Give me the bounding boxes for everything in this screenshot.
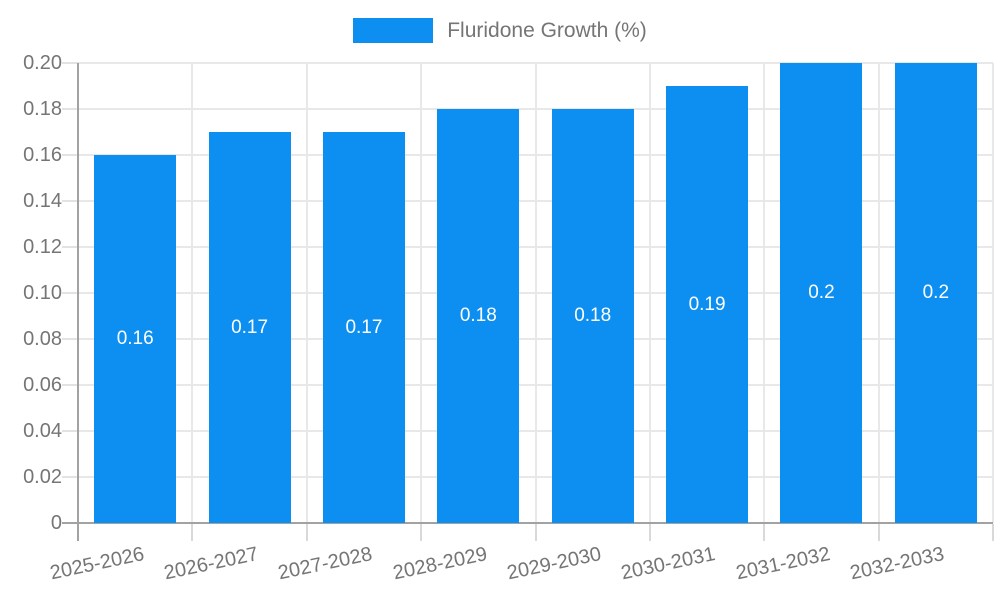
x-tick — [877, 524, 880, 541]
y-axis-tick-label: 0.02 — [23, 466, 62, 488]
x-tick — [992, 524, 994, 541]
y-axis-line — [77, 63, 79, 541]
y-tick — [62, 292, 78, 294]
bar-value-label: 0.16 — [116, 328, 154, 349]
v-gridline — [763, 63, 766, 523]
v-gridline — [992, 63, 994, 523]
x-tick — [534, 524, 537, 541]
y-tick — [62, 476, 78, 478]
y-axis-tick-label: 0.16 — [23, 144, 62, 166]
x-axis-tick-label: 2029-2030 — [505, 543, 604, 585]
bar-value-label: 0.19 — [688, 293, 726, 315]
y-tick — [62, 108, 78, 110]
y-tick — [62, 338, 78, 340]
x-axis-line — [62, 522, 993, 524]
y-tick — [62, 384, 78, 386]
x-axis-tick-label: 2026-2027 — [161, 543, 261, 585]
bar: 0.18 — [437, 109, 520, 523]
y-axis-tick-label: 0.12 — [23, 236, 62, 258]
y-tick — [62, 154, 78, 156]
bar-value-label: 0.2 — [922, 282, 950, 303]
bar: 0.18 — [551, 109, 634, 523]
y-tick — [62, 62, 78, 64]
bar-value-label: 0.17 — [231, 316, 269, 338]
x-axis-tick-label: 2025-2026 — [47, 543, 146, 585]
x-axis-tick-label: 2032-2033 — [848, 543, 947, 585]
x-axis-tick-label: 2027-2028 — [276, 543, 375, 585]
y-tick — [62, 246, 78, 248]
bar-value-label: 0.2 — [808, 282, 835, 303]
bar: 0.17 — [208, 132, 291, 523]
y-axis-tick-label: 0.10 — [23, 282, 62, 304]
bar-value-label: 0.18 — [574, 305, 612, 326]
y-axis-tick-label: 0.04 — [23, 420, 62, 442]
y-axis-tick-label: 0.20 — [23, 52, 62, 74]
v-gridline — [648, 63, 651, 523]
v-gridline — [534, 63, 537, 523]
y-tick — [62, 430, 78, 432]
x-tick — [420, 524, 423, 541]
bar: 0.2 — [894, 63, 977, 523]
v-gridline — [191, 63, 194, 523]
bar: 0.2 — [780, 63, 863, 523]
y-axis-tick-label: 0.06 — [23, 374, 62, 396]
y-axis-tick-label: 0.08 — [23, 328, 62, 350]
v-gridline — [420, 63, 423, 523]
legend-swatch — [353, 18, 434, 43]
x-tick — [763, 524, 766, 541]
x-axis-tick-label: 2030-2031 — [619, 543, 718, 585]
y-axis-tick-label: 0.14 — [23, 190, 62, 212]
bar: 0.17 — [322, 132, 405, 523]
y-axis-tick-label: 0 — [50, 512, 62, 534]
x-tick — [305, 524, 308, 541]
y-tick — [62, 200, 78, 202]
legend-label: Fluridone Growth (%) — [447, 18, 647, 42]
x-tick — [648, 524, 651, 541]
x-axis-tick-label: 2028-2029 — [390, 543, 489, 585]
x-axis-tick-label: 2031-2032 — [733, 543, 833, 585]
legend: Fluridone Growth (%) — [0, 18, 1000, 43]
x-tick — [191, 524, 194, 541]
v-gridline — [877, 63, 880, 523]
bar: 0.19 — [666, 86, 749, 523]
bar-value-label: 0.18 — [459, 305, 497, 326]
y-axis-tick-label: 0.18 — [23, 98, 62, 120]
bar-value-label: 0.17 — [345, 316, 383, 338]
bar: 0.16 — [94, 155, 177, 523]
v-gridline — [305, 63, 308, 523]
